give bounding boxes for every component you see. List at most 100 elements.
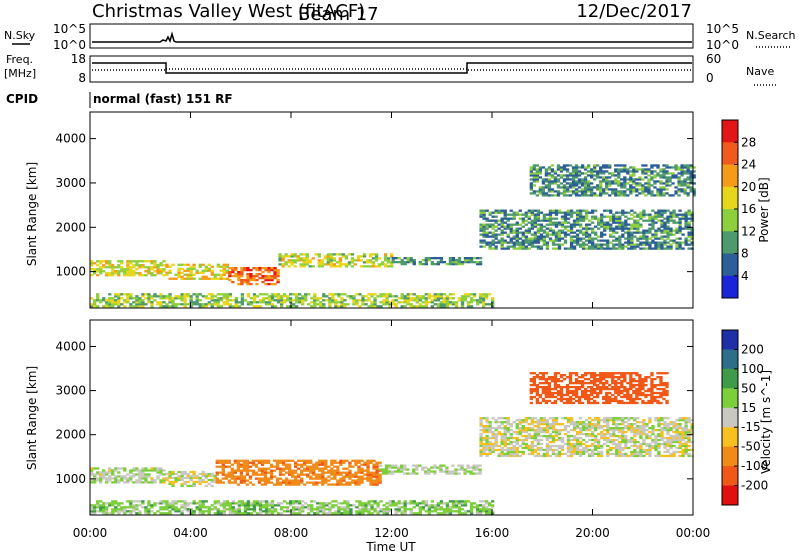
power-echo-cell [335, 261, 340, 264]
velocity-echo-cell [132, 469, 136, 472]
velocity-echo-cell [108, 504, 112, 507]
power-echo-cell [204, 269, 208, 272]
velocity-echo-cell [569, 434, 574, 438]
power-echo-cell [553, 172, 558, 175]
velocity-echo-cell [533, 454, 538, 458]
power-echo-cell [144, 293, 148, 296]
power-echo-cell [509, 227, 513, 230]
velocity-echo-cell [678, 450, 682, 454]
power-echo-cell [503, 211, 507, 214]
power-echo-cell [566, 217, 571, 220]
velocity-echo-cell [593, 380, 597, 383]
velocity-echo-cell [102, 469, 106, 472]
power-echo-cell [500, 231, 504, 234]
power-echo-cell [606, 247, 610, 250]
power-echo-cell [469, 299, 474, 302]
power-echo-cell [135, 305, 139, 308]
velocity-echo-cell [550, 393, 555, 397]
velocity-echo-cell [635, 374, 639, 377]
velocity-echo-cell [609, 440, 613, 444]
power-echo-cell [689, 166, 693, 169]
power-echo-cell [618, 227, 622, 230]
velocity-echo-cell [254, 459, 259, 462]
velocity-echo-cell [129, 504, 133, 507]
velocity-echo-cell [500, 421, 504, 424]
power-echo-cell [281, 257, 285, 260]
power-echo-cell [594, 245, 598, 248]
power-echo-cell [368, 253, 373, 256]
power-echo-cell [418, 305, 422, 308]
power-echo-cell [590, 237, 595, 240]
power-echo-cell [630, 247, 634, 250]
power-echo-cell [635, 190, 639, 193]
velocity-echo-cell [192, 476, 196, 480]
velocity-echo-cell [678, 446, 682, 450]
velocity-echo-cell [336, 473, 340, 476]
power-echo-cell [469, 293, 474, 296]
power-echo-cell [644, 194, 648, 197]
power-echo-cell [536, 217, 541, 220]
velocity-echo-cell [105, 508, 109, 511]
velocity-echo-cell [569, 438, 574, 442]
power-echo-cell [273, 272, 277, 276]
velocity-echo-cell [554, 430, 559, 434]
velocity-echo-cell [357, 471, 361, 474]
power-echo-cell [544, 172, 549, 175]
velocity-echo-cell [581, 423, 586, 426]
velocity-echo-cell [645, 436, 649, 440]
velocity-echo-cell [494, 428, 498, 432]
power-echo-cell [660, 225, 664, 228]
power-echo-cell [656, 164, 660, 167]
velocity-echo-cell [315, 473, 319, 476]
velocity-echo-cell [479, 423, 483, 426]
velocity-echo-cell [600, 450, 604, 454]
velocity-echo-cell [599, 376, 603, 379]
power-echo-cell [485, 223, 489, 226]
power-echo-cell [371, 263, 376, 266]
velocity-echo-cell [351, 479, 355, 482]
power-echo-cell [571, 180, 576, 183]
power-echo-cell [627, 237, 631, 240]
velocity-echo-cell [639, 425, 643, 428]
velocity-echo-cell [300, 481, 304, 484]
power-echo-cell [556, 192, 561, 195]
power-echo-cell [557, 239, 562, 242]
power-echo-cell [639, 225, 643, 228]
power-echo-cell [150, 262, 154, 265]
velocity-echo-cell [230, 481, 235, 484]
velocity-echo-cell [488, 444, 492, 448]
velocity-echo-cell [533, 432, 538, 436]
velocity-echo-cell [132, 481, 136, 484]
power-echo-cell [551, 239, 556, 242]
power-echo-cell [512, 245, 516, 248]
velocity-echo-cell [162, 469, 166, 472]
velocity-echo-cell [615, 425, 619, 428]
velocity-echo-cell [574, 389, 579, 393]
power-echo-cell [370, 305, 374, 308]
power-echo-cell [99, 299, 103, 302]
power-echo-cell [692, 170, 696, 173]
power-echo-cell [313, 299, 317, 302]
power-echo-cell [530, 219, 535, 222]
power-echo-cell [391, 303, 395, 306]
power-echo-cell [542, 231, 547, 234]
power-echo-cell [213, 277, 217, 280]
velocity-echo-cell [278, 473, 283, 476]
velocity-echo-cell [559, 385, 564, 389]
power-echo-cell [645, 243, 649, 246]
velocity-echo-cell [448, 470, 452, 473]
velocity-echo-cell [257, 473, 262, 476]
velocity-echo-cell [198, 478, 202, 482]
power-echo-cell [96, 274, 100, 277]
power-echo-cell [445, 295, 450, 298]
power-echo-cell [539, 211, 544, 214]
velocity-echo-cell [602, 387, 606, 391]
velocity-echo-cell [339, 483, 343, 486]
power-echo-cell [675, 231, 679, 234]
velocity-echo-cell [117, 512, 121, 515]
power-echo-cell [609, 225, 613, 228]
velocity-echo-cell [291, 479, 295, 482]
power-echo-cell [270, 303, 275, 306]
power-echo-cell [659, 192, 663, 195]
power-echo-cell [562, 166, 567, 169]
